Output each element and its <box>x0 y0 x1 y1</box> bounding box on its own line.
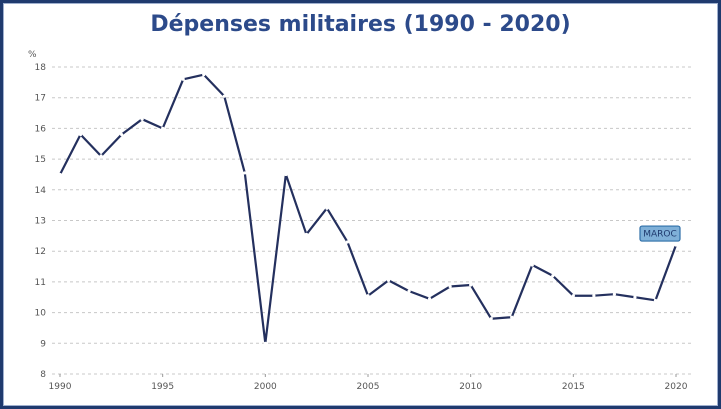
data-point <box>612 292 617 296</box>
data-point <box>407 289 411 293</box>
x-tick-label: 1995 <box>151 382 174 392</box>
y-tick-label: 17 <box>35 94 46 104</box>
data-point <box>366 294 370 298</box>
data-point <box>263 341 267 345</box>
series-label-box <box>639 225 681 242</box>
y-axis-label: % <box>28 50 37 60</box>
data-point <box>428 297 432 301</box>
y-tick-label: 15 <box>35 155 46 165</box>
data-point <box>78 132 83 137</box>
data-point <box>571 294 575 298</box>
y-tick-label: 10 <box>35 309 47 319</box>
data-point <box>181 77 185 81</box>
data-point <box>592 294 596 298</box>
data-point <box>304 232 308 236</box>
data-point <box>58 172 62 177</box>
data-point <box>633 295 637 299</box>
data-point <box>530 263 534 267</box>
data-point <box>674 243 678 247</box>
data-point <box>448 284 452 289</box>
series-label: MAROC <box>643 230 677 240</box>
y-tick-label: 8 <box>40 370 46 380</box>
data-point <box>489 317 493 321</box>
data-point <box>386 278 391 282</box>
data-point <box>510 315 514 319</box>
x-tick-label: 1990 <box>49 382 72 392</box>
data-point <box>653 298 658 302</box>
data-point <box>202 73 206 77</box>
data-point <box>284 172 288 177</box>
data-point <box>345 240 350 244</box>
x-tick-label: 2015 <box>562 382 585 392</box>
y-tick-label: 14 <box>35 186 47 196</box>
data-point <box>243 171 247 175</box>
data-point <box>99 154 103 158</box>
data-point <box>120 132 124 137</box>
y-tick-label: 16 <box>35 124 47 134</box>
data-point <box>325 206 329 210</box>
series-line <box>59 73 678 345</box>
x-tick-label: 2020 <box>665 382 688 392</box>
y-tick-label: 12 <box>35 247 46 257</box>
y-tick-label: 13 <box>35 217 46 227</box>
x-tick-label: 2010 <box>459 382 482 392</box>
chart-title: Dépenses militaires (1990 - 2020) <box>150 12 571 37</box>
x-tick-label: 2005 <box>357 382 380 392</box>
y-tick-label: 11 <box>35 278 46 288</box>
data-point <box>161 126 165 130</box>
data-point <box>140 117 144 121</box>
data-point <box>222 94 226 98</box>
data-point <box>469 283 473 287</box>
y-tick-label: 9 <box>40 339 46 349</box>
y-tick-label: 18 <box>35 63 47 73</box>
data-point <box>551 274 555 278</box>
x-tick-label: 2000 <box>254 382 277 392</box>
